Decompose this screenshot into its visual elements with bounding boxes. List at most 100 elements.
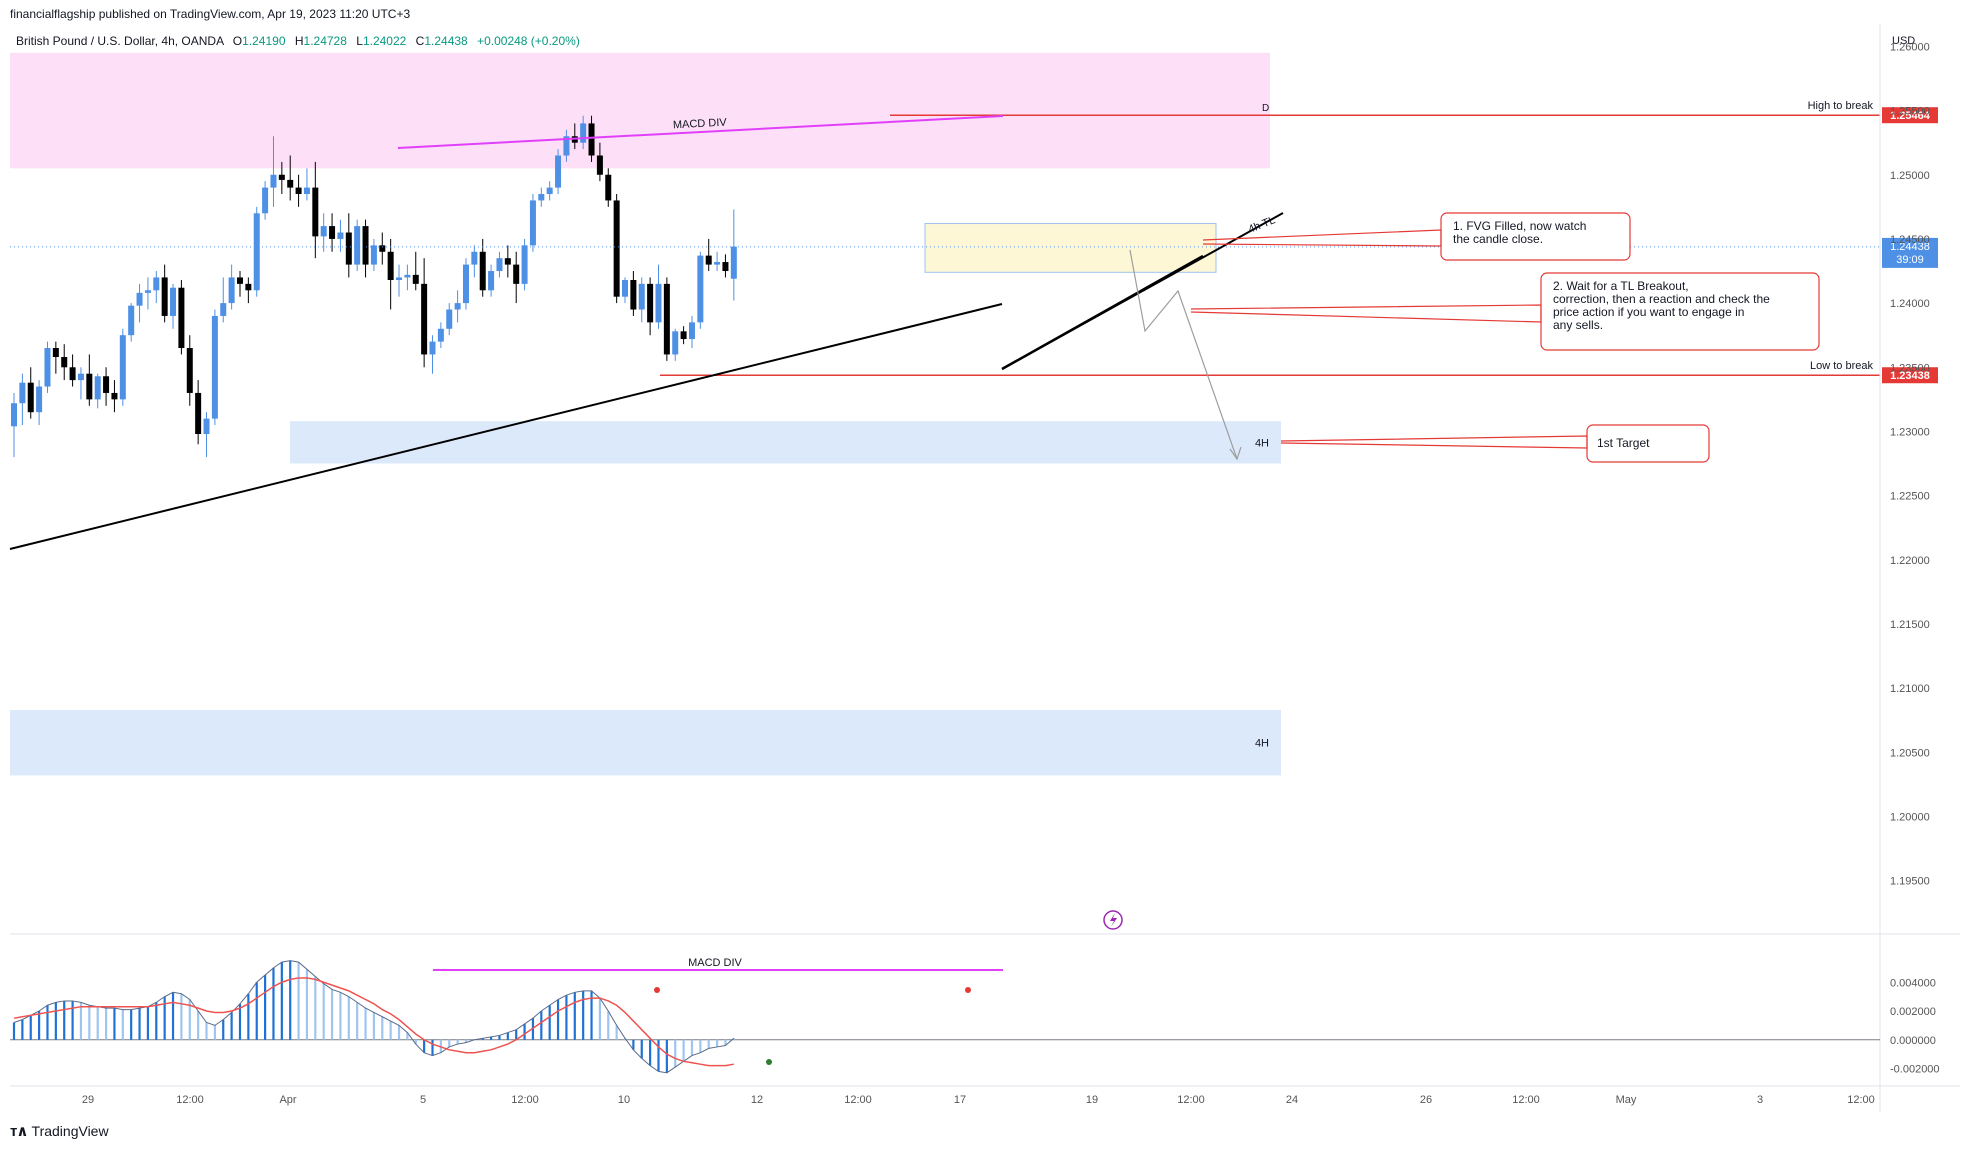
candle — [387, 251, 394, 281]
candle — [638, 283, 645, 310]
candle — [144, 290, 151, 293]
candle — [421, 283, 428, 355]
price-tick-label: 1.20000 — [1890, 811, 1930, 823]
price-tick-label: 1.23500 — [1890, 362, 1930, 374]
candle — [36, 386, 43, 413]
time-tick-label: 24 — [1286, 1094, 1298, 1106]
high-price-badge-text: 1.25464 — [1890, 110, 1931, 122]
candle — [161, 277, 168, 316]
candle — [596, 155, 603, 175]
candle — [287, 179, 294, 188]
currency-label: USD — [1892, 35, 1915, 47]
candle — [228, 277, 235, 304]
candle — [672, 331, 679, 355]
candle — [454, 303, 461, 310]
candle — [278, 174, 285, 180]
candle — [11, 403, 17, 427]
supply-zone — [10, 52, 1270, 169]
price-tick-label: 1.21500 — [1890, 619, 1930, 631]
macd-tick-label: 0.002000 — [1890, 1006, 1936, 1018]
close-value: 1.24438 — [424, 34, 468, 48]
low-price-badge-text: 1.23438 — [1890, 370, 1930, 382]
daily-marker-label: D — [1262, 103, 1269, 114]
candle — [312, 187, 319, 237]
low-price-badge — [1882, 367, 1938, 384]
candle — [429, 341, 436, 355]
candle — [61, 357, 68, 368]
candle — [52, 348, 59, 358]
candle — [303, 187, 310, 195]
note-target-pointer — [1280, 435, 1588, 449]
open-label: O — [232, 34, 243, 48]
candle — [27, 382, 34, 413]
candle — [722, 262, 729, 272]
note-tl-breakout-text: 2. Wait for a TL Breakout, — [1553, 279, 1689, 293]
candle — [170, 287, 177, 316]
note-fvg-pointer — [1202, 229, 1442, 247]
candle — [211, 315, 218, 419]
price-tick-label: 1.26000 — [1890, 41, 1930, 53]
candle — [605, 174, 612, 201]
macd-cross-dot — [965, 987, 971, 993]
time-tick-label: 29 — [82, 1094, 94, 1106]
candle — [647, 283, 654, 323]
note-target-text: 1st Target — [1597, 436, 1650, 450]
note-tl-breakout-text: price action if you want to engage in — [1553, 305, 1744, 319]
countdown-text: 39:09 — [1896, 254, 1924, 266]
high-value: 1.24728 — [303, 34, 347, 48]
candle — [714, 262, 721, 265]
macd-divergence-line — [397, 115, 1004, 149]
symbol-legend: British Pound / U.S. Dollar, 4h, OANDA O… — [16, 34, 580, 48]
tradingview-brand: TradingView — [31, 1123, 109, 1139]
time-tick-label: 10 — [618, 1094, 630, 1106]
candle — [362, 226, 369, 265]
price-tick-label: 1.21000 — [1890, 683, 1930, 695]
price-tick-label: 1.24000 — [1890, 298, 1930, 310]
macd-cross-dot — [654, 987, 660, 993]
high-to-break-label: High to break — [1808, 100, 1874, 112]
current-price-text: 1.24438 — [1890, 241, 1930, 253]
symbol-name[interactable]: British Pound / U.S. Dollar, 4h, OANDA — [16, 34, 224, 48]
candle — [546, 187, 553, 195]
macd-signal-line — [13, 977, 734, 1067]
projection-arrowhead — [1229, 446, 1242, 461]
close-label: C — [415, 34, 425, 48]
candle — [521, 245, 528, 284]
candle — [705, 255, 712, 265]
time-tick-label: 12:00 — [1847, 1094, 1875, 1106]
candle — [203, 418, 210, 435]
candle — [69, 367, 76, 381]
tl-label: 4h TL — [1247, 214, 1277, 236]
macd-div-label-lower: MACD DIV — [688, 957, 742, 969]
note-tl-breakout-text: any sells. — [1553, 318, 1603, 332]
candle — [555, 155, 562, 188]
price-tick-label: 1.23000 — [1890, 426, 1930, 438]
candle — [320, 226, 327, 237]
candle — [86, 373, 93, 400]
candle — [622, 280, 629, 297]
demand-zone-2 — [10, 709, 1281, 776]
candle — [437, 328, 444, 342]
candle — [153, 277, 160, 291]
candle — [94, 376, 101, 400]
projection-path — [1129, 249, 1238, 460]
candle — [504, 258, 511, 265]
candle — [396, 277, 403, 281]
note-fvg-text: the candle close. — [1453, 232, 1543, 246]
low-value: 1.24022 — [362, 34, 407, 48]
demand-zone-1 — [290, 421, 1281, 464]
candle — [354, 226, 361, 265]
candle — [404, 274, 411, 278]
candle — [513, 264, 520, 284]
tradingview-footer[interactable]: ᴛ∧ TradingView — [10, 1122, 109, 1140]
tl-lower-line — [1001, 254, 1204, 371]
time-tick-label: 26 — [1420, 1094, 1432, 1106]
macd-div-label: MACD DIV — [673, 117, 728, 132]
price-tick-label: 1.25500 — [1890, 106, 1930, 118]
candle — [655, 283, 662, 323]
price-tick-label: 1.25000 — [1890, 170, 1930, 182]
candle — [688, 322, 695, 340]
time-tick-label: 12:00 — [1177, 1094, 1205, 1106]
candle — [111, 392, 118, 400]
